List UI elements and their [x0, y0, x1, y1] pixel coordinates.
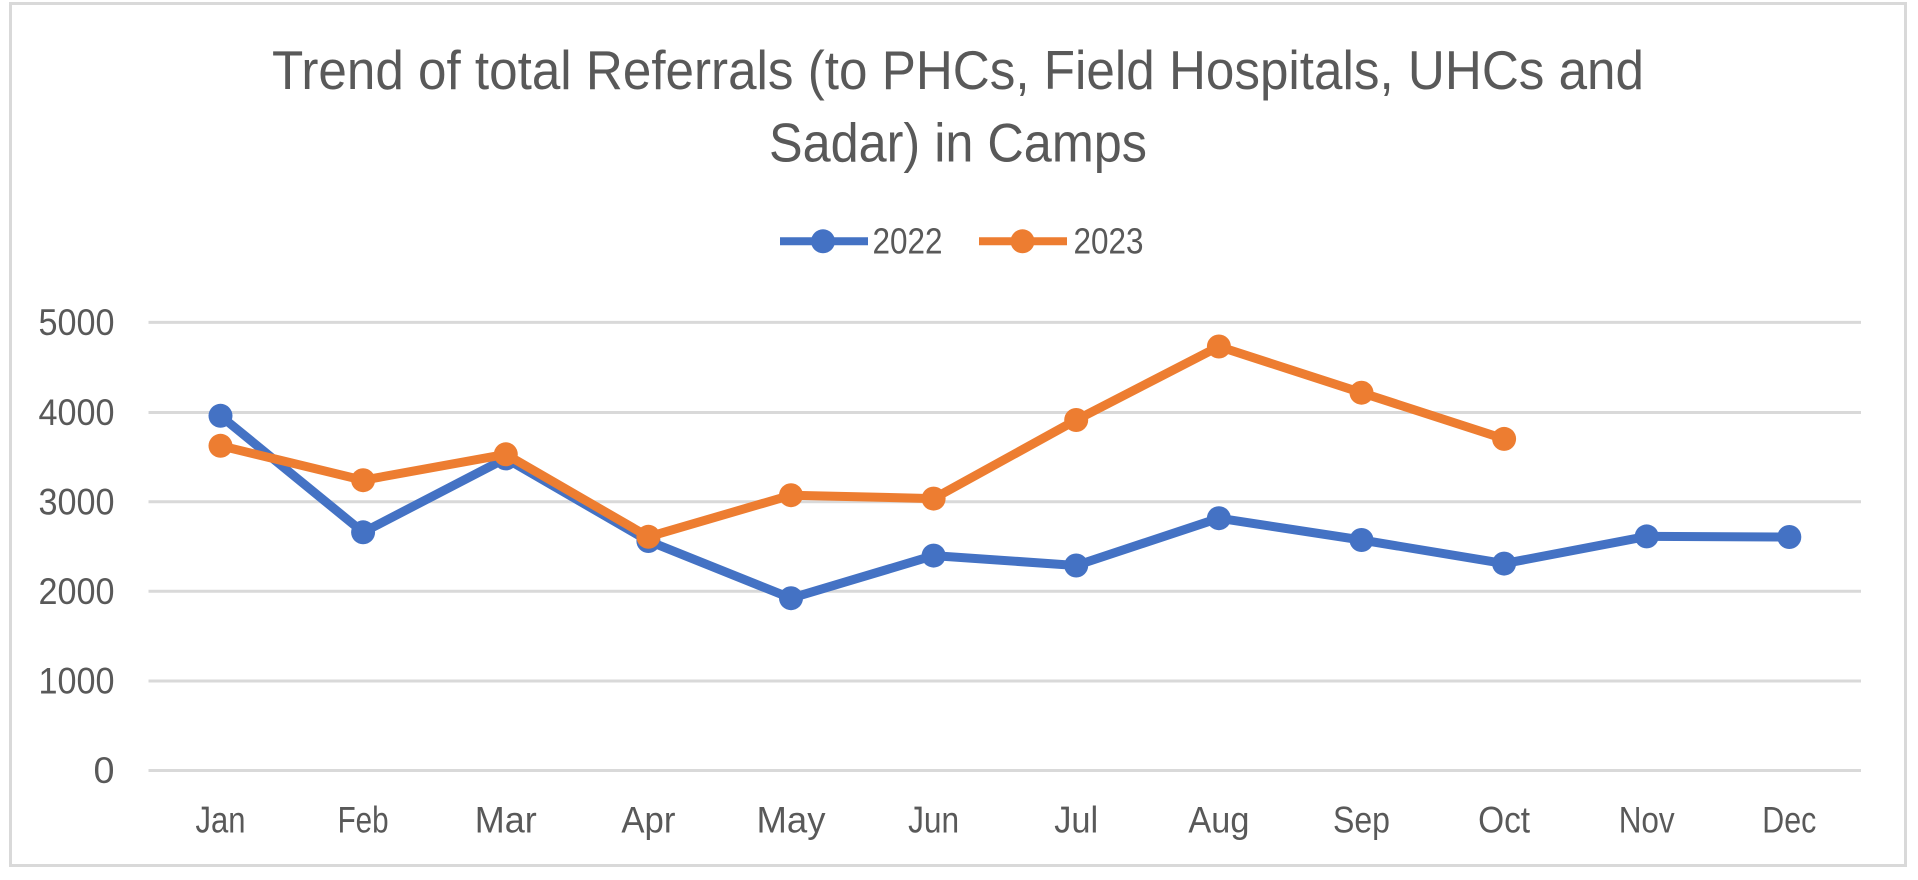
- svg-text:1000: 1000: [39, 661, 115, 702]
- svg-text:2000: 2000: [39, 571, 115, 612]
- svg-text:Jul: Jul: [1054, 799, 1098, 840]
- svg-text:Jun: Jun: [908, 799, 959, 840]
- svg-text:Sep: Sep: [1333, 799, 1390, 840]
- svg-text:2022: 2022: [873, 221, 943, 262]
- svg-text:0: 0: [94, 750, 115, 791]
- svg-text:Aug: Aug: [1188, 799, 1249, 840]
- svg-text:Feb: Feb: [338, 799, 389, 840]
- svg-text:May: May: [757, 799, 826, 840]
- svg-text:Mar: Mar: [475, 799, 537, 840]
- svg-text:Sadar) in Camps: Sadar) in Camps: [769, 113, 1147, 174]
- svg-text:3000: 3000: [39, 482, 115, 523]
- svg-text:Apr: Apr: [621, 799, 675, 840]
- svg-text:4000: 4000: [39, 392, 115, 433]
- svg-text:5000: 5000: [39, 302, 115, 343]
- svg-text:Nov: Nov: [1619, 799, 1675, 840]
- svg-text:2023: 2023: [1074, 221, 1144, 262]
- svg-text:Oct: Oct: [1478, 799, 1531, 840]
- svg-text:Trend of total Referrals (to P: Trend of total Referrals (to PHCs, Field…: [272, 40, 1644, 101]
- svg-text:Dec: Dec: [1762, 799, 1816, 840]
- svg-text:Jan: Jan: [196, 799, 246, 840]
